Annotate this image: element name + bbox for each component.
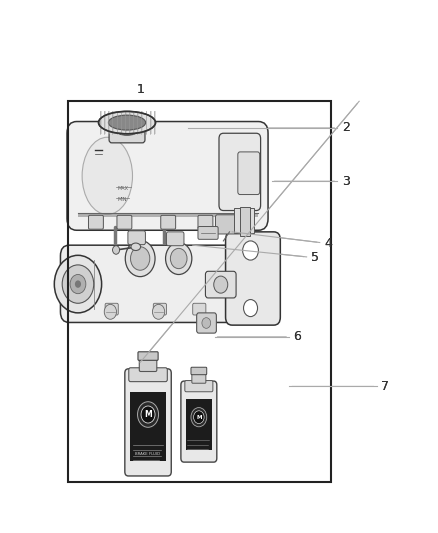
FancyBboxPatch shape xyxy=(192,372,206,383)
FancyBboxPatch shape xyxy=(205,271,236,298)
Circle shape xyxy=(170,248,187,269)
FancyBboxPatch shape xyxy=(109,116,145,143)
Circle shape xyxy=(138,402,159,427)
FancyBboxPatch shape xyxy=(219,133,261,211)
Text: 2: 2 xyxy=(342,122,350,134)
Circle shape xyxy=(75,280,81,288)
Ellipse shape xyxy=(82,137,132,214)
Bar xyxy=(130,392,166,461)
Bar xyxy=(145,111,147,134)
Bar xyxy=(100,111,102,134)
FancyBboxPatch shape xyxy=(215,215,243,234)
Text: 3: 3 xyxy=(342,175,350,188)
FancyBboxPatch shape xyxy=(226,232,280,325)
FancyBboxPatch shape xyxy=(105,303,118,315)
Bar xyxy=(154,111,156,134)
Circle shape xyxy=(244,300,258,317)
Circle shape xyxy=(125,240,155,277)
FancyBboxPatch shape xyxy=(198,215,213,229)
FancyBboxPatch shape xyxy=(238,152,260,195)
Text: MAX: MAX xyxy=(117,185,128,191)
Bar xyxy=(150,111,152,134)
Ellipse shape xyxy=(99,111,155,134)
FancyBboxPatch shape xyxy=(193,303,206,315)
Text: 3: 3 xyxy=(342,175,350,188)
Ellipse shape xyxy=(117,126,138,135)
FancyBboxPatch shape xyxy=(181,381,217,462)
Circle shape xyxy=(54,255,102,313)
Circle shape xyxy=(243,241,258,260)
FancyBboxPatch shape xyxy=(60,245,266,322)
FancyBboxPatch shape xyxy=(128,231,145,245)
Circle shape xyxy=(70,274,86,294)
Bar xyxy=(117,111,118,134)
Bar xyxy=(137,111,139,134)
Text: MIN: MIN xyxy=(117,197,127,203)
Bar xyxy=(68,101,331,482)
Ellipse shape xyxy=(108,115,145,130)
Circle shape xyxy=(104,304,117,319)
Bar xyxy=(186,399,212,450)
Bar xyxy=(129,111,131,134)
FancyBboxPatch shape xyxy=(191,367,207,375)
Text: 6: 6 xyxy=(293,330,301,343)
Circle shape xyxy=(141,406,155,423)
Text: 4: 4 xyxy=(324,237,332,250)
Text: 5: 5 xyxy=(311,252,319,264)
Circle shape xyxy=(166,243,192,274)
FancyBboxPatch shape xyxy=(185,381,213,392)
Bar xyxy=(112,111,114,134)
FancyBboxPatch shape xyxy=(129,368,167,382)
Bar xyxy=(108,111,110,134)
Text: 1: 1 xyxy=(136,83,144,96)
Bar xyxy=(234,208,254,233)
Text: 6: 6 xyxy=(293,330,301,343)
FancyBboxPatch shape xyxy=(153,303,166,315)
Circle shape xyxy=(62,265,94,303)
FancyBboxPatch shape xyxy=(138,352,158,360)
Text: 4: 4 xyxy=(324,237,332,250)
FancyBboxPatch shape xyxy=(117,215,132,229)
Circle shape xyxy=(214,276,228,293)
Bar xyxy=(78,213,258,217)
Text: 7: 7 xyxy=(381,380,389,393)
FancyBboxPatch shape xyxy=(161,215,176,229)
FancyBboxPatch shape xyxy=(197,313,216,333)
Bar xyxy=(120,111,122,134)
Text: 5: 5 xyxy=(311,252,319,264)
Text: BRAKE FLUID: BRAKE FLUID xyxy=(135,452,161,456)
FancyBboxPatch shape xyxy=(88,215,103,229)
FancyBboxPatch shape xyxy=(67,122,268,230)
Bar xyxy=(141,111,143,134)
Text: 2: 2 xyxy=(342,122,350,134)
Circle shape xyxy=(191,408,207,427)
FancyBboxPatch shape xyxy=(125,369,171,476)
Circle shape xyxy=(131,247,150,270)
Bar xyxy=(104,111,106,134)
FancyBboxPatch shape xyxy=(139,357,157,372)
Bar xyxy=(133,111,135,134)
Text: 7: 7 xyxy=(381,380,389,393)
Circle shape xyxy=(202,318,211,328)
Text: M: M xyxy=(144,410,152,419)
Ellipse shape xyxy=(131,243,141,251)
Bar xyxy=(240,207,250,236)
Circle shape xyxy=(152,304,165,319)
Circle shape xyxy=(194,411,204,424)
Circle shape xyxy=(113,246,120,254)
Bar xyxy=(125,111,127,134)
FancyBboxPatch shape xyxy=(198,227,218,239)
Text: 1: 1 xyxy=(136,83,144,96)
FancyBboxPatch shape xyxy=(166,232,184,246)
Text: M: M xyxy=(196,415,201,419)
